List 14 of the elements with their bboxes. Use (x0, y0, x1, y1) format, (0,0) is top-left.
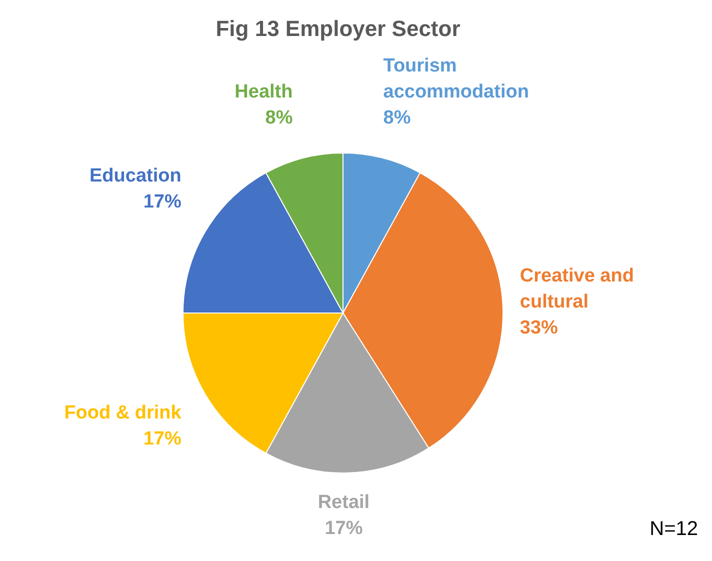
data-label: 17% (143, 428, 182, 450)
data-label: 33% (520, 317, 558, 338)
data-label: 17% (324, 518, 363, 539)
slice-label: Education (90, 165, 182, 186)
slice-label: Tourism accommodation (383, 56, 529, 103)
slice-label: Creative and cultural (520, 265, 634, 312)
slice-label: Retail (318, 492, 370, 513)
slice-label: Health (234, 82, 293, 103)
chart-title: Fig 13 Employer Sector (216, 16, 461, 41)
slice-label: Food & drink (64, 402, 182, 424)
data-label: 8% (383, 108, 411, 129)
text: N=12 (650, 518, 698, 540)
data-label: 17% (143, 191, 182, 212)
data-label: 8% (265, 108, 293, 129)
